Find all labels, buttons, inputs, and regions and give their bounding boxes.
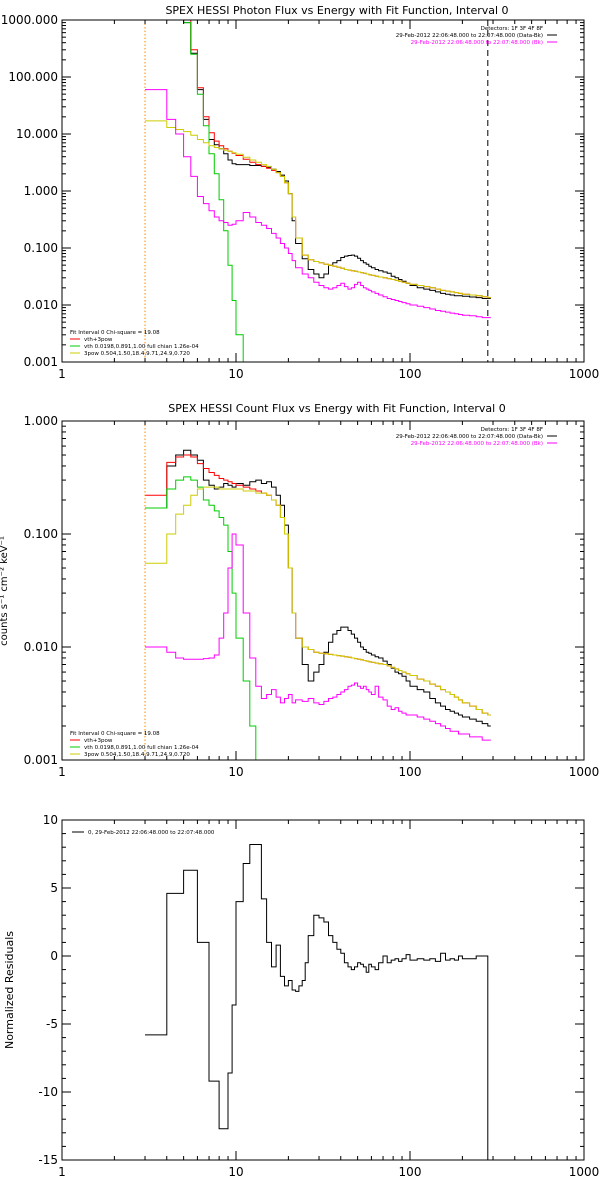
- panel-photon-flux: SPEX HESSI Photon Flux vs Energy with Fi…: [1, 4, 600, 381]
- series-line: [145, 486, 491, 716]
- series-line: [145, 476, 265, 761]
- x-tick-label: 1000: [569, 367, 600, 381]
- chart-title: SPEX HESSI Count Flux vs Energy with Fit…: [168, 402, 505, 415]
- series-line: [145, 120, 491, 299]
- x-tick-label: 1: [58, 367, 66, 381]
- x-tick-label: 1: [58, 765, 66, 779]
- series-layer: [145, 844, 491, 1161]
- chart-title: SPEX HESSI Photon Flux vs Energy with Fi…: [165, 4, 508, 17]
- y-tick-label: 10: [43, 813, 58, 827]
- panel-residuals: Normalized Residuals 1 10 100 1000-15-10-50…: [3, 813, 599, 1179]
- x-tick-label: 100: [399, 367, 422, 381]
- y-tick-label: 100.000: [8, 70, 58, 84]
- annotation-text: Detectors: 1F 3F 4F 8F: [481, 26, 543, 32]
- series-line: [145, 19, 491, 299]
- series: [145, 476, 265, 761]
- plot-frame: [61, 420, 585, 761]
- x-tick-label: 100: [399, 1165, 422, 1179]
- y-tick-label: 0.001: [24, 355, 58, 369]
- y-tick-label: 10.000: [16, 127, 58, 141]
- vline-layer: [144, 20, 489, 362]
- series: [145, 533, 491, 741]
- legend-label: Fit Interval 0 Chi-square = 19.08: [70, 731, 160, 737]
- y-tick-label: 0.100: [24, 527, 58, 541]
- legend-label: 3pow 0.504,1.50,18.4,9.71,24.9,0.720: [84, 752, 190, 758]
- legend: Fit Interval 0 Chi-square = 19.08 vth+3p…: [70, 330, 199, 357]
- x-tick-label: 10: [228, 367, 243, 381]
- x-tick-label: 10: [228, 765, 243, 779]
- series: [145, 844, 491, 1161]
- legend-label: vth 0.0198,0.891,1.00 full chian 1.26e-0…: [84, 745, 199, 751]
- y-tick-label: 0.010: [24, 640, 58, 654]
- legend-label: 3pow 0.504,1.50,18.4,9.71,24.9,0.720: [84, 351, 190, 357]
- legend: Fit Interval 0 Chi-square = 19.08 vth+3p…: [70, 731, 199, 758]
- legend-label: vth 0.0198,0.891,1.00 full chian 1.26e-0…: [84, 344, 199, 350]
- x-tick-label: 1000: [569, 1165, 600, 1179]
- x-tick-label: 1000: [569, 765, 600, 779]
- x-tick-label: 100: [399, 765, 422, 779]
- series-line: [145, 449, 491, 727]
- series-line: [145, 844, 491, 1161]
- top-right-annotations: Detectors: 1F 3F 4F 8F 29-Feb-2012 22:06…: [396, 427, 557, 447]
- x-tick-label: 10: [228, 1165, 243, 1179]
- y-tick-label: 1.000: [24, 414, 58, 428]
- series: [145, 486, 491, 716]
- series-layer: [145, 449, 491, 761]
- legend: 0, 29-Feb-2012 22:06:48.000 to 22:07:48.…: [72, 830, 215, 836]
- y-tick-label: 1000.000: [1, 13, 58, 27]
- plot-frame: [61, 819, 585, 1161]
- y-tick-label: 1.000: [24, 184, 58, 198]
- y-tick-label: 0.001: [24, 753, 58, 767]
- y-tick-label: -15: [38, 1153, 58, 1167]
- y-axis-label: counts s⁻¹ cm⁻² keV⁻¹: [0, 536, 10, 646]
- legend-label: Fit Interval 0 Chi-square = 19.08: [70, 330, 160, 336]
- series-line: [145, 533, 491, 741]
- x-tick-label: 1: [58, 1165, 66, 1179]
- y-tick-label: -10: [38, 1085, 58, 1099]
- panel-count-flux: SPEX HESSI Count Flux vs Energy with Fit…: [0, 402, 599, 779]
- annotation-text: 29-Feb-2012 22:06:48.000 to 22:07:48.000…: [396, 33, 543, 39]
- annotation-text: 29-Feb-2012 22:06:48.000 to 22:07:48.000…: [396, 434, 543, 440]
- annotation-text: 29-Feb-2012 22:06:48.000 to 22:07:48.000…: [411, 40, 543, 46]
- legend-label: vth+3pow: [84, 738, 113, 744]
- axis-layer: 1 10 100 1000 -15 -10 -5 0 5 10: [38, 813, 599, 1179]
- axis-layer: 1 10 100 1000 0.001 0.010 0.100 1.000: [24, 414, 600, 779]
- axis-layer: 1 10 100 1000 0.001 0.010 0.100 1.000 10.000 100.…: [1, 13, 600, 381]
- y-axis-label: Normalized Residuals: [3, 931, 16, 1049]
- series: [145, 120, 491, 299]
- series: [145, 19, 491, 299]
- y-tick-label: 0.010: [24, 298, 58, 312]
- y-tick-label: 5: [50, 881, 58, 895]
- y-tick-label: -5: [46, 1017, 58, 1031]
- y-tick-label: 0: [50, 949, 58, 963]
- top-right-annotations: Detectors: 1F 3F 4F 8F 29-Feb-2012 22:06…: [396, 26, 557, 46]
- y-tick-label: 0.100: [24, 241, 58, 255]
- legend-label: 0, 29-Feb-2012 22:06:48.000 to 22:07:48.…: [88, 830, 215, 836]
- annotation-text: Detectors: 1F 3F 4F 8F: [481, 427, 543, 433]
- legend-label: vth+3pow: [84, 337, 113, 343]
- annotation-text: 29-Feb-2012 22:06:48.000 to 22:07:48.000…: [411, 441, 543, 447]
- series: [145, 89, 491, 319]
- series-line: [145, 89, 491, 319]
- series: [145, 449, 491, 727]
- series-layer: [145, 19, 491, 363]
